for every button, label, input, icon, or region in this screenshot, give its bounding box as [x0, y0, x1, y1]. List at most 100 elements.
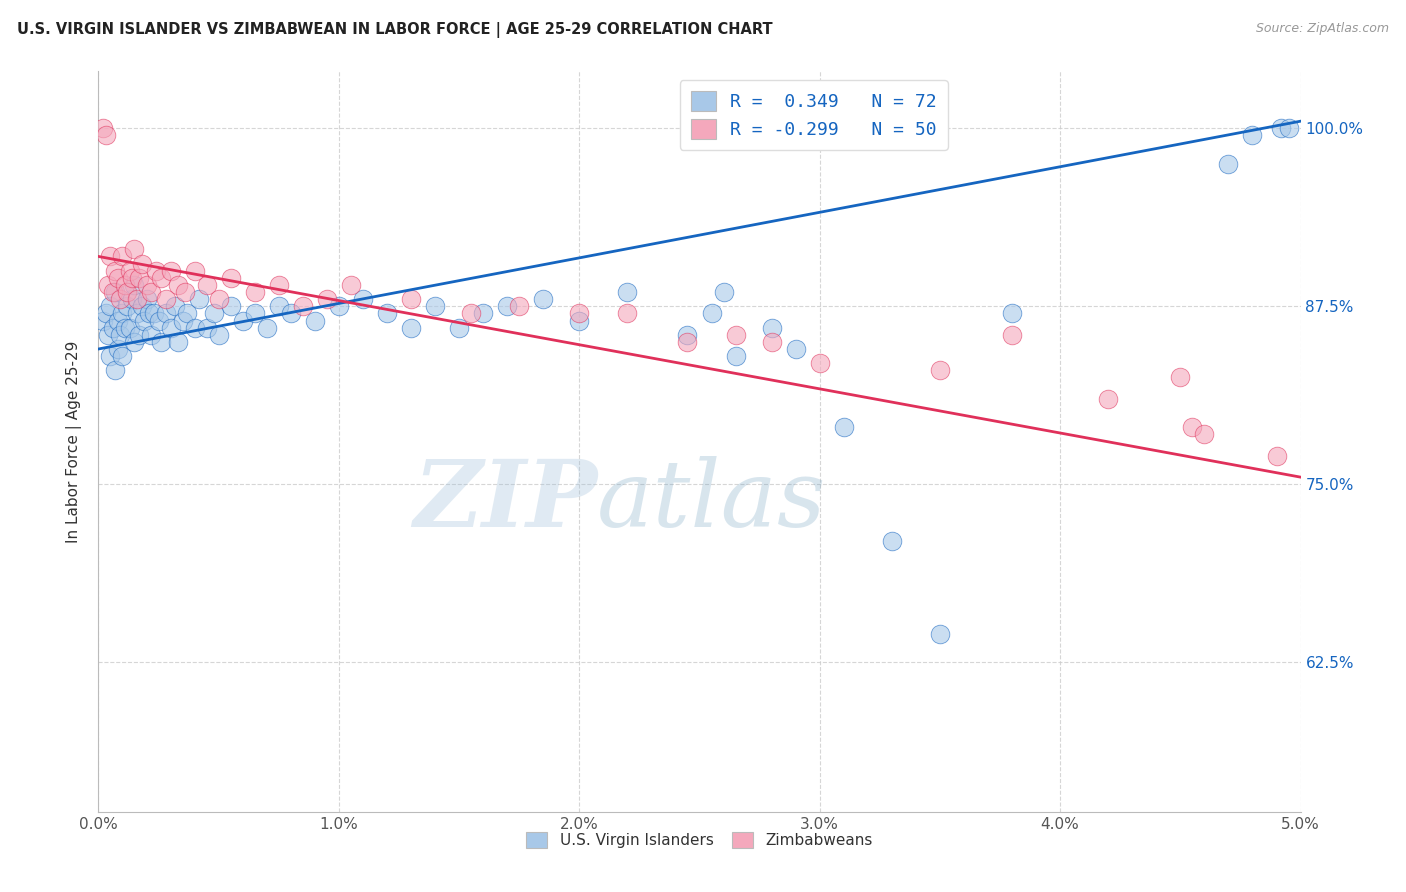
- Point: [107, 313, 129, 327]
- Point: [183, 320, 205, 334]
- Point: [761, 334, 783, 349]
- Point: [929, 626, 952, 640]
- Point: [145, 263, 167, 277]
- Point: [1194, 427, 1216, 442]
- Point: [91, 121, 114, 136]
- Point: [1265, 449, 1288, 463]
- Point: [141, 285, 163, 299]
- Point: [761, 320, 783, 334]
- Point: [165, 299, 187, 313]
- Point: [155, 292, 177, 306]
- Point: [176, 306, 198, 320]
- Point: [267, 299, 290, 313]
- Point: [195, 320, 218, 334]
- Point: [138, 306, 160, 320]
- Point: [118, 263, 141, 277]
- Point: [508, 299, 530, 313]
- Point: [118, 320, 141, 334]
- Point: [1001, 327, 1024, 342]
- Point: [472, 306, 495, 320]
- Point: [104, 285, 127, 299]
- Point: [568, 313, 591, 327]
- Point: [267, 277, 290, 292]
- Point: [304, 313, 326, 327]
- Point: [174, 285, 197, 299]
- Point: [713, 285, 735, 299]
- Point: [280, 306, 302, 320]
- Point: [616, 306, 638, 320]
- Point: [166, 334, 188, 349]
- Point: [121, 292, 143, 306]
- Point: [1277, 121, 1299, 136]
- Point: [114, 277, 136, 292]
- Point: [340, 277, 363, 292]
- Point: [107, 342, 129, 356]
- Point: [166, 277, 188, 292]
- Point: [188, 292, 211, 306]
- Point: [125, 306, 148, 320]
- Text: Source: ZipAtlas.com: Source: ZipAtlas.com: [1256, 22, 1389, 36]
- Point: [131, 256, 153, 270]
- Point: [531, 292, 554, 306]
- Point: [121, 270, 143, 285]
- Point: [447, 320, 470, 334]
- Point: [785, 342, 807, 356]
- Point: [124, 243, 146, 257]
- Point: [94, 306, 117, 320]
- Point: [104, 263, 127, 277]
- Legend: U.S. Virgin Islanders, Zimbabweans: U.S. Virgin Islanders, Zimbabweans: [519, 824, 880, 856]
- Point: [100, 249, 122, 264]
- Point: [328, 299, 350, 313]
- Point: [149, 334, 172, 349]
- Point: [724, 349, 747, 363]
- Point: [352, 292, 374, 306]
- Point: [172, 313, 194, 327]
- Point: [125, 292, 148, 306]
- Point: [375, 306, 398, 320]
- Point: [107, 270, 129, 285]
- Point: [219, 299, 242, 313]
- Point: [208, 327, 231, 342]
- Point: [208, 292, 231, 306]
- Point: [1097, 392, 1119, 406]
- Point: [111, 306, 134, 320]
- Point: [315, 292, 337, 306]
- Point: [219, 270, 242, 285]
- Point: [159, 263, 181, 277]
- Point: [141, 327, 163, 342]
- Point: [399, 292, 422, 306]
- Point: [117, 285, 139, 299]
- Point: [832, 420, 855, 434]
- Point: [142, 306, 165, 320]
- Point: [676, 334, 699, 349]
- Point: [496, 299, 519, 313]
- Point: [1241, 128, 1264, 143]
- Point: [1218, 157, 1240, 171]
- Point: [111, 249, 134, 264]
- Point: [100, 299, 122, 313]
- Point: [568, 306, 591, 320]
- Point: [124, 277, 146, 292]
- Point: [108, 327, 131, 342]
- Point: [97, 327, 120, 342]
- Point: [291, 299, 314, 313]
- Point: [1181, 420, 1204, 434]
- Text: U.S. VIRGIN ISLANDER VS ZIMBABWEAN IN LABOR FORCE | AGE 25-29 CORRELATION CHART: U.S. VIRGIN ISLANDER VS ZIMBABWEAN IN LA…: [17, 22, 772, 38]
- Point: [100, 349, 122, 363]
- Point: [1270, 121, 1292, 136]
- Point: [108, 292, 131, 306]
- Point: [256, 320, 278, 334]
- Point: [243, 306, 266, 320]
- Point: [159, 320, 181, 334]
- Point: [195, 277, 218, 292]
- Point: [183, 263, 205, 277]
- Point: [97, 277, 120, 292]
- Point: [148, 313, 170, 327]
- Point: [131, 299, 153, 313]
- Point: [117, 299, 139, 313]
- Point: [104, 363, 127, 377]
- Point: [616, 285, 638, 299]
- Point: [94, 128, 117, 143]
- Text: atlas: atlas: [598, 456, 827, 546]
- Point: [111, 349, 134, 363]
